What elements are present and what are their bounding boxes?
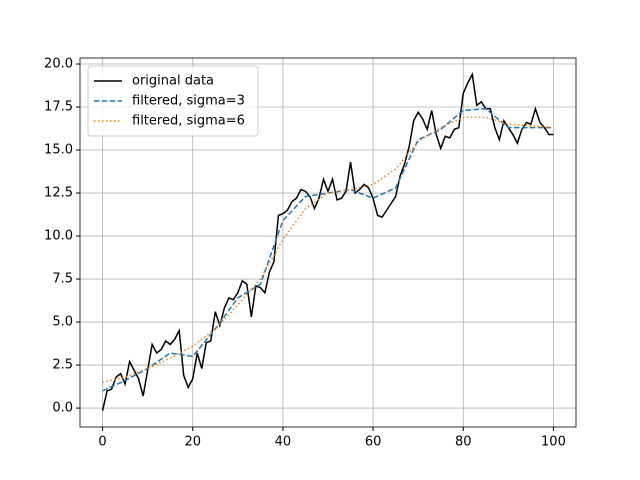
axes-frame [79,57,577,428]
legend-label: filtered, sigma=6 [132,114,245,129]
x-tick-label: 20 [184,435,201,450]
x-tick-label: 80 [455,435,472,450]
legend-label: original data [132,74,214,89]
y-tick-label: 10.0 [44,229,73,244]
line [101,71,554,411]
y-tick-label: 0.0 [52,401,73,416]
x-tick-label: 60 [365,435,382,450]
y-tick-label: 2.5 [52,358,73,373]
y-tick-label: 20.0 [44,57,73,72]
legend-box [87,65,259,137]
y-tick-label: 17.5 [44,100,73,115]
y-tick-label: 5.0 [52,315,73,330]
x-tick-label: 40 [275,435,292,450]
line [102,116,554,384]
y-tick-label: 15.0 [44,143,73,158]
line [102,107,554,392]
y-tick-label: 7.5 [52,272,73,287]
y-tick-label: 12.5 [44,186,73,201]
x-tick-label: 0 [98,435,106,450]
legend-label: filtered, sigma=3 [132,94,245,109]
x-tick-label: 100 [541,435,566,450]
